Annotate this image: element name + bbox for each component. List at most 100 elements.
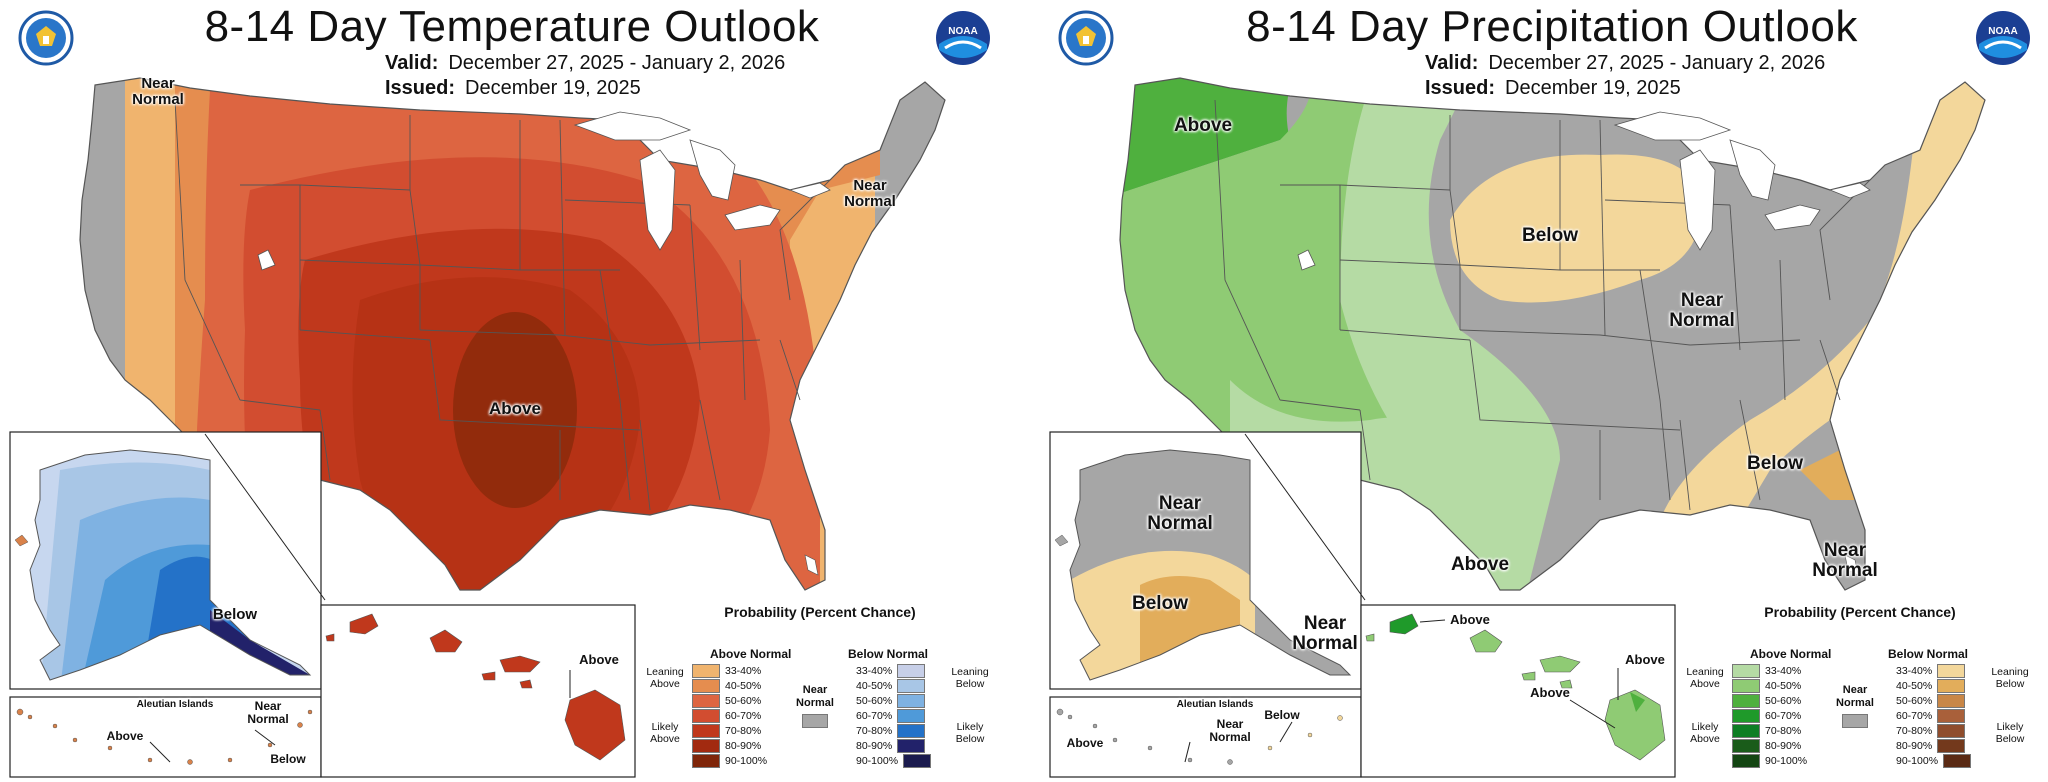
legend-above-swatch bbox=[692, 694, 720, 708]
valid-value: December 27, 2025 - January 2, 2026 bbox=[448, 52, 786, 74]
legend-above-row: 33-40% bbox=[1732, 664, 1801, 678]
legend-below-range: 60-70% bbox=[1896, 710, 1933, 722]
issued-label: Issued: bbox=[1425, 77, 1496, 99]
legend-above-row: 33-40% bbox=[692, 664, 761, 678]
noaa-logo-icon: NOAA bbox=[1976, 11, 2030, 65]
legend-above-swatch bbox=[1732, 739, 1760, 753]
alaska-island bbox=[14, 534, 29, 547]
legend-below-row: 90-100% bbox=[856, 754, 932, 768]
legend-below-swatch bbox=[903, 754, 932, 768]
legend-below-swatch bbox=[897, 724, 926, 738]
alaska-outline bbox=[1069, 449, 1352, 681]
valid-label: Valid: bbox=[1425, 52, 1479, 74]
legend-below-swatch bbox=[897, 739, 926, 753]
legend-above-swatch bbox=[1732, 664, 1760, 678]
legend-above-head: Above Normal bbox=[710, 647, 792, 661]
aleutian-inset-frame bbox=[9, 696, 322, 778]
precipitation-title: 8-14 Day Precipitation Outlook bbox=[1246, 2, 1858, 51]
legend-below-swatch bbox=[897, 694, 926, 708]
legend-above-head: Above Normal bbox=[1750, 647, 1832, 661]
legend-above-row: 80-90% bbox=[692, 739, 761, 753]
legend-near-normal: Near Normal bbox=[1836, 684, 1874, 709]
legend-above-range: 33-40% bbox=[725, 665, 762, 677]
legend-above-range: 60-70% bbox=[725, 710, 762, 722]
legend-below-range: 70-80% bbox=[1896, 725, 1933, 737]
legend-likely-below: Likely Below bbox=[1995, 721, 2025, 746]
legend-above-swatch bbox=[1732, 709, 1760, 723]
label-hawaii-above-top: Above bbox=[1450, 612, 1490, 627]
doc-seal-icon bbox=[1058, 10, 1114, 66]
legend-below-head: Below Normal bbox=[1888, 647, 1969, 661]
legend-below-range: 80-90% bbox=[856, 740, 893, 752]
label-aleutian-title: Aleutian Islands bbox=[136, 699, 214, 710]
aleutian-islands-east bbox=[1267, 715, 1343, 751]
legend-below-row: 33-40% bbox=[856, 664, 926, 678]
legend-below-swatch bbox=[897, 679, 926, 693]
temperature-legend: Probability (Percent Chance) Above Norma… bbox=[640, 604, 1024, 782]
legend-below-swatch bbox=[897, 664, 926, 678]
legend-above-row: 90-100% bbox=[1732, 754, 1807, 768]
legend-below-range: 33-40% bbox=[1896, 665, 1933, 677]
legend-below-row: 70-80% bbox=[1896, 724, 1966, 738]
legend-above-row: 50-60% bbox=[692, 694, 761, 708]
legend-near-swatch bbox=[1842, 714, 1868, 728]
legend-leaning-above: Leaning Above bbox=[1686, 666, 1724, 691]
legend-below-row: 60-70% bbox=[856, 709, 926, 723]
label-aleutian-near: Near Normal bbox=[1209, 717, 1251, 744]
legend-below-row: 40-50% bbox=[856, 679, 926, 693]
svg-text:NOAA: NOAA bbox=[1988, 26, 2017, 37]
label-ak-below: Below bbox=[212, 606, 258, 623]
legend-above-range: 33-40% bbox=[1765, 665, 1802, 677]
valid-label: Valid: bbox=[385, 52, 439, 74]
temperature-title: 8-14 Day Temperature Outlook bbox=[204, 2, 820, 51]
label-near-normal-center: Near Normal bbox=[1669, 290, 1735, 331]
legend-below-swatch bbox=[1943, 754, 1972, 768]
legend-below-swatch bbox=[1937, 664, 1966, 678]
svg-text:NOAA: NOAA bbox=[948, 26, 977, 37]
legend-above-row: 80-90% bbox=[1732, 739, 1801, 753]
label-ak-near-normal: Near Normal bbox=[1147, 493, 1213, 534]
legend-below-range: 80-90% bbox=[1896, 740, 1933, 752]
temperature-issued: Issued: December 19, 2025 bbox=[385, 77, 641, 100]
legend-below-range: 33-40% bbox=[856, 665, 893, 677]
legend-likely-above: Likely Above bbox=[1690, 721, 1720, 746]
label-near-normal-fl: Near Normal bbox=[1812, 540, 1878, 581]
precipitation-map bbox=[1049, 77, 1986, 778]
legend-title: Probability (Percent Chance) bbox=[1764, 604, 1956, 620]
legend-above-row: 70-80% bbox=[692, 724, 761, 738]
great-lakes bbox=[257, 111, 831, 271]
label-hawaii-above: Above bbox=[579, 652, 619, 667]
legend-above-swatch bbox=[1732, 754, 1760, 768]
legend-above-row: 60-70% bbox=[692, 709, 761, 723]
legend-below-swatch bbox=[1937, 694, 1966, 708]
hawaii-island-kauai bbox=[1389, 613, 1419, 635]
temperature-map bbox=[9, 77, 946, 778]
precipitation-outlook-panel: 8-14 Day Precipitation Outlook Valid: Dec… bbox=[1040, 0, 2048, 782]
legend-below-swatch bbox=[1937, 739, 1966, 753]
hawaii-islands bbox=[325, 613, 626, 761]
legend-above-row: 50-60% bbox=[1732, 694, 1801, 708]
legend-title: Probability (Percent Chance) bbox=[724, 604, 916, 620]
label-above-tx: Above bbox=[1450, 554, 1510, 575]
label-hawaii-above-right: Above bbox=[1625, 652, 1665, 667]
label-aleutian-near: Near Normal bbox=[247, 699, 289, 726]
legend-above-row: 90-100% bbox=[692, 754, 767, 768]
legend-above-swatch bbox=[692, 754, 720, 768]
state-borders bbox=[1214, 99, 1871, 511]
label-below-north: Below bbox=[1522, 225, 1578, 246]
label-aleutian-above: Above bbox=[1066, 736, 1104, 750]
legend-above-row: 60-70% bbox=[1732, 709, 1801, 723]
doc-seal-icon bbox=[18, 10, 74, 66]
label-aleutian-above: Above bbox=[106, 729, 144, 743]
legend-below-row: 40-50% bbox=[1896, 679, 1966, 693]
valid-value: December 27, 2025 - January 2, 2026 bbox=[1488, 52, 1826, 74]
label-hawaii-above-left: Above bbox=[1530, 685, 1570, 700]
legend-below-range: 90-100% bbox=[856, 755, 899, 767]
legend-below-range: 90-100% bbox=[1896, 755, 1939, 767]
legend-likely-below: Likely Below bbox=[955, 721, 985, 746]
legend-above-swatch bbox=[692, 664, 720, 678]
legend-above-swatch bbox=[1732, 724, 1760, 738]
hawaii-island-niihau bbox=[1365, 633, 1375, 642]
legend-above-range: 70-80% bbox=[725, 725, 762, 737]
precipitation-issued: Issued: December 19, 2025 bbox=[1425, 77, 1681, 100]
